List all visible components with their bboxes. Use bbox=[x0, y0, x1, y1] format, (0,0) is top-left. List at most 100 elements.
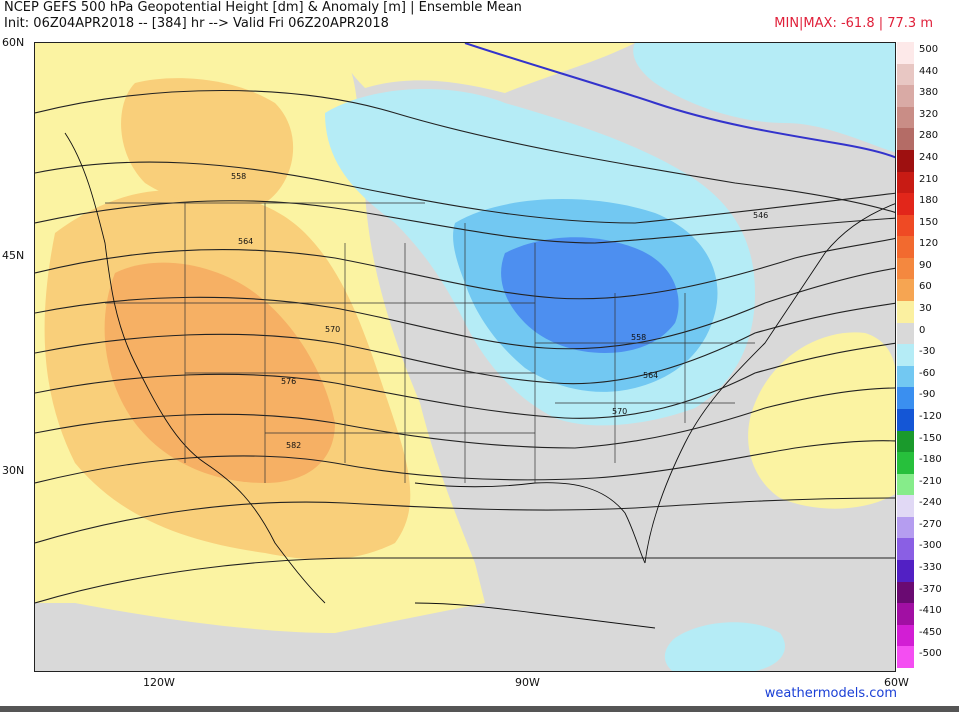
legend-swatch bbox=[897, 85, 914, 107]
legend-label: -270 bbox=[919, 518, 942, 530]
legend-swatch bbox=[897, 171, 914, 194]
legend-swatch bbox=[897, 387, 914, 409]
legend-entry: -30 bbox=[897, 344, 959, 366]
legend-entry: 240 bbox=[897, 149, 959, 172]
legend-swatch bbox=[897, 365, 914, 388]
lat-label-60n: 60N bbox=[2, 36, 25, 49]
legend-entry: -90 bbox=[897, 387, 959, 409]
legend-entry: -410 bbox=[897, 603, 959, 625]
legend-label: 240 bbox=[919, 151, 939, 163]
legend-swatch bbox=[897, 452, 914, 474]
negative-anomaly-strong-core bbox=[501, 237, 679, 353]
contour-label: 576 bbox=[281, 377, 296, 386]
positive-anomaly-atlantic bbox=[748, 332, 895, 509]
positive-anomaly-mid-north bbox=[121, 78, 294, 207]
legend-label: -210 bbox=[919, 475, 942, 487]
legend-entry: -120 bbox=[897, 408, 959, 431]
legend-label: 280 bbox=[919, 130, 939, 142]
lat-label-30n: 30N bbox=[2, 464, 25, 477]
legend-label: 120 bbox=[919, 238, 939, 250]
legend-swatch bbox=[897, 279, 914, 302]
contour-label: 564 bbox=[643, 371, 658, 380]
contour-label: 570 bbox=[325, 325, 340, 334]
legend-entry: 60 bbox=[897, 279, 959, 302]
legend-swatch bbox=[897, 149, 914, 172]
legend-swatch bbox=[897, 63, 914, 86]
legend-entry: 0 bbox=[897, 322, 959, 345]
contour-540-line bbox=[464, 43, 895, 159]
legend-entry: -240 bbox=[897, 495, 959, 517]
legend-label: -370 bbox=[919, 583, 942, 595]
legend-swatch bbox=[897, 603, 914, 625]
legend-entry: 380 bbox=[897, 85, 959, 107]
legend-label: 90 bbox=[919, 259, 932, 271]
legend-entry: 90 bbox=[897, 257, 959, 280]
legend-label: -120 bbox=[919, 410, 942, 422]
legend-label: 320 bbox=[919, 108, 939, 120]
contour-label-group: 558 564 570 576 582 546 558 564 570 bbox=[231, 172, 768, 450]
legend-label: -90 bbox=[919, 389, 936, 401]
legend-entry: -270 bbox=[897, 516, 959, 539]
positive-anomaly-light-north bbox=[335, 43, 635, 93]
legend-entry: -150 bbox=[897, 430, 959, 453]
legend-swatch bbox=[897, 473, 914, 496]
legend-label: -410 bbox=[919, 605, 942, 617]
legend-swatch bbox=[897, 42, 914, 64]
legend-label: 440 bbox=[919, 65, 939, 77]
legend-swatch bbox=[897, 193, 914, 215]
map-panel: 558 564 570 576 582 546 558 564 570 bbox=[34, 42, 896, 672]
legend-label: -300 bbox=[919, 540, 942, 552]
legend-label: -500 bbox=[919, 648, 942, 660]
legend-entry: 320 bbox=[897, 106, 959, 129]
coastlines bbox=[64, 132, 895, 629]
contour-label: 582 bbox=[286, 441, 301, 450]
negative-anomaly-caribbean bbox=[664, 622, 785, 671]
site-credit: weathermodels.com bbox=[764, 686, 897, 701]
lat-label-45n: 45N bbox=[2, 249, 25, 262]
legend-entry: -300 bbox=[897, 538, 959, 561]
lon-label-120w: 120W bbox=[143, 676, 175, 689]
political-borders bbox=[105, 202, 755, 483]
legend-swatch bbox=[897, 408, 914, 431]
legend-entry: 280 bbox=[897, 128, 959, 150]
chart-title: NCEP GEFS 500 hPa Geopotential Height [d… bbox=[4, 0, 522, 15]
contour-label: 558 bbox=[231, 172, 246, 181]
legend-entry: 30 bbox=[897, 301, 959, 323]
legend-label: 0 bbox=[919, 324, 926, 336]
legend-label: -450 bbox=[919, 626, 942, 638]
legend-label: 210 bbox=[919, 173, 939, 185]
legend-swatch bbox=[897, 430, 914, 453]
legend-label: -150 bbox=[919, 432, 942, 444]
legend-swatch bbox=[897, 128, 914, 150]
legend-entry: 210 bbox=[897, 171, 959, 194]
height-contours bbox=[35, 89, 895, 604]
legend-entry: 500 bbox=[897, 42, 959, 64]
legend-swatch bbox=[897, 214, 914, 237]
legend-swatch bbox=[897, 106, 914, 129]
legend-swatch bbox=[897, 301, 914, 323]
legend-swatch bbox=[897, 236, 914, 258]
contour-label: 546 bbox=[753, 211, 768, 220]
contour-label: 570 bbox=[612, 407, 627, 416]
legend-entry: 150 bbox=[897, 214, 959, 237]
legend-swatch bbox=[897, 495, 914, 517]
legend-label: -180 bbox=[919, 454, 942, 466]
legend-label: -240 bbox=[919, 497, 942, 509]
legend-entry: -330 bbox=[897, 560, 959, 582]
legend-label: 150 bbox=[919, 216, 939, 228]
legend-label: 180 bbox=[919, 195, 939, 207]
legend-entry: -370 bbox=[897, 581, 959, 604]
bottom-edge-bar bbox=[0, 706, 959, 712]
legend-label: 380 bbox=[919, 87, 939, 99]
legend-label: 60 bbox=[919, 281, 932, 293]
legend-entry: -210 bbox=[897, 473, 959, 496]
legend-entry: -450 bbox=[897, 624, 959, 647]
legend-swatch bbox=[897, 581, 914, 604]
legend-label: -30 bbox=[919, 346, 936, 358]
anomaly-color-legend: 500 440 380 320 280 240 210 180 150 120 90 60 30 0 -30… bbox=[897, 42, 959, 668]
lon-label-90w: 90W bbox=[515, 676, 540, 689]
legend-label: -60 bbox=[919, 367, 936, 379]
legend-entry: 440 bbox=[897, 63, 959, 86]
anomaly-map-svg: 558 564 570 576 582 546 558 564 570 bbox=[35, 43, 895, 671]
negative-anomaly-light-northeast bbox=[633, 43, 895, 153]
